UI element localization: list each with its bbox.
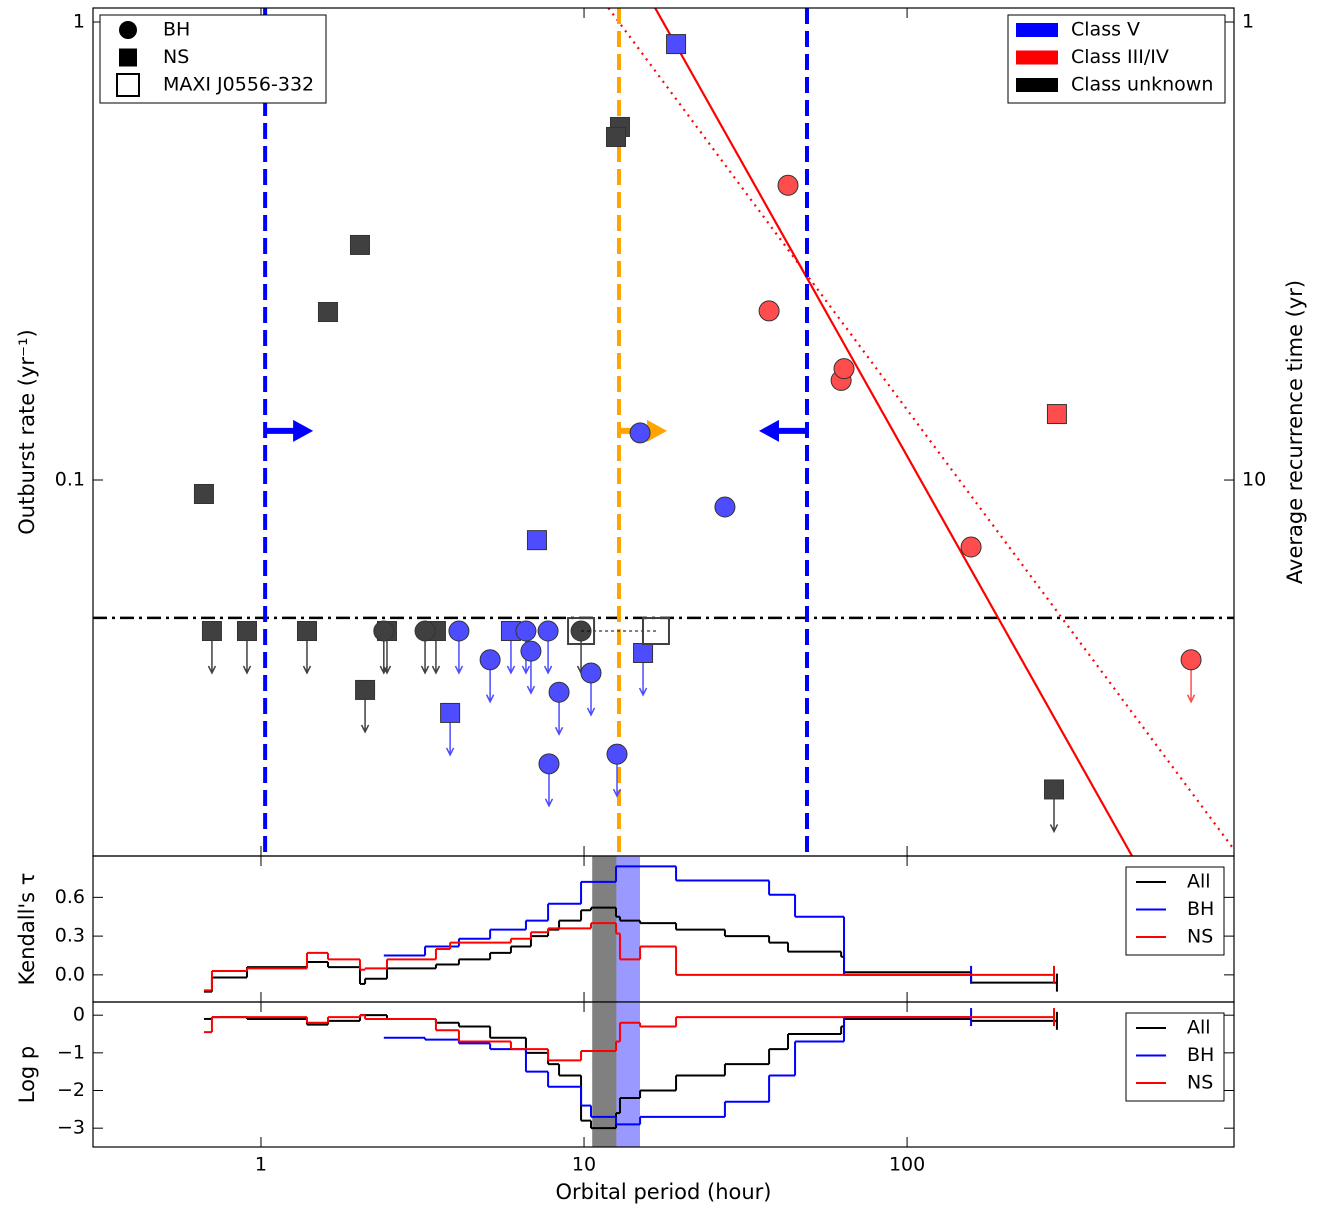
bh-marker xyxy=(960,536,982,558)
y-tick-label: −1 xyxy=(57,1041,85,1063)
ns-marker xyxy=(526,530,547,551)
legend-marker xyxy=(119,21,137,39)
legend-patch xyxy=(1016,23,1058,37)
ns-marker xyxy=(349,234,370,255)
x-tick-label: 10 xyxy=(572,1154,596,1176)
legend-label: All xyxy=(1187,871,1211,893)
legend-label: MAXI J0556-332 xyxy=(163,74,314,96)
y-axis-label: Kendall's τ xyxy=(15,873,39,986)
ns-marker xyxy=(633,643,654,664)
ns-marker xyxy=(193,483,214,504)
ns-marker xyxy=(355,679,376,700)
bh-marker xyxy=(537,620,559,642)
direction-arrow xyxy=(758,419,807,442)
highlight-span xyxy=(592,856,617,1002)
direction-arrow xyxy=(265,419,314,442)
y-tick-label: 1 xyxy=(73,11,85,33)
y-tick-label: 0.3 xyxy=(55,925,85,947)
legend-marker xyxy=(116,73,140,97)
maxi-marker xyxy=(641,617,670,646)
bh-marker xyxy=(714,496,736,518)
legend-label: NS xyxy=(1187,926,1213,948)
ns-marker xyxy=(1044,779,1065,800)
fit-line xyxy=(654,8,1133,856)
y-axis-label: Log p xyxy=(15,1046,39,1104)
x-axis-label: Orbital period (hour) xyxy=(556,1180,772,1204)
bh-marker xyxy=(777,174,799,196)
highlight-span xyxy=(592,1002,617,1147)
ns-marker xyxy=(666,34,687,55)
x-tick-label: 1 xyxy=(255,1154,267,1176)
highlight-span xyxy=(616,856,640,1002)
legend-label: All xyxy=(1187,1017,1211,1039)
y-axis-label: Outburst rate (yr⁻¹) xyxy=(15,329,39,534)
highlight-span xyxy=(616,1002,640,1147)
plot-area xyxy=(203,1002,1058,1147)
ns-marker xyxy=(201,621,222,642)
legend-label: Class III/IV xyxy=(1071,46,1169,68)
y2-tick-label: 1 xyxy=(1242,11,1254,33)
fit-line xyxy=(607,8,1234,851)
y-tick-label: −2 xyxy=(57,1079,85,1101)
legend-marker xyxy=(119,48,137,67)
y-tick-label: −3 xyxy=(57,1117,85,1139)
bh-marker xyxy=(515,620,537,642)
ns-marker xyxy=(440,702,461,723)
bh-marker xyxy=(833,358,855,380)
bh-marker xyxy=(479,649,501,671)
legend-label: BH xyxy=(163,19,190,41)
ns-marker xyxy=(317,302,338,323)
legend-patch xyxy=(1016,78,1058,92)
legend-box xyxy=(99,14,327,104)
legend-label: NS xyxy=(163,46,189,68)
y-tick-label: 0.6 xyxy=(55,886,85,908)
axes-frame xyxy=(92,855,1235,1003)
ns-marker xyxy=(236,621,257,642)
bh-marker xyxy=(606,743,628,765)
legend-patch xyxy=(1016,50,1058,65)
y-tick-label: 0.1 xyxy=(55,468,85,490)
y-tick-label: 0 xyxy=(73,1004,85,1026)
ns-marker xyxy=(1046,404,1067,425)
axes-frame xyxy=(92,1001,1235,1148)
plot-area xyxy=(203,856,1058,1002)
bh-marker xyxy=(580,662,602,684)
bh-marker xyxy=(548,681,570,703)
plot-area xyxy=(93,8,1234,856)
ns-marker xyxy=(296,621,317,642)
bh-marker xyxy=(448,620,470,642)
legend-label: NS xyxy=(1187,1072,1213,1094)
bh-marker xyxy=(520,640,542,662)
x-tick-label: 100 xyxy=(889,1154,925,1176)
legend-label: BH xyxy=(1187,1044,1214,1066)
bh-marker xyxy=(414,620,436,642)
ns-marker xyxy=(606,126,627,147)
legend-label: Class unknown xyxy=(1071,74,1213,96)
bh-marker xyxy=(629,422,651,444)
bh-marker xyxy=(758,300,780,322)
bh-marker xyxy=(1180,649,1202,671)
bh-marker xyxy=(538,753,560,775)
y2-axis-label: Average recurrence time (yr) xyxy=(1283,280,1307,584)
legend-label: BH xyxy=(1187,898,1214,920)
y-tick-label: 0.0 xyxy=(55,963,85,985)
maxi-marker xyxy=(567,617,596,646)
bh-marker xyxy=(373,620,395,642)
y2-tick-label: 10 xyxy=(1242,469,1266,491)
legend-label: Class V xyxy=(1071,19,1140,41)
